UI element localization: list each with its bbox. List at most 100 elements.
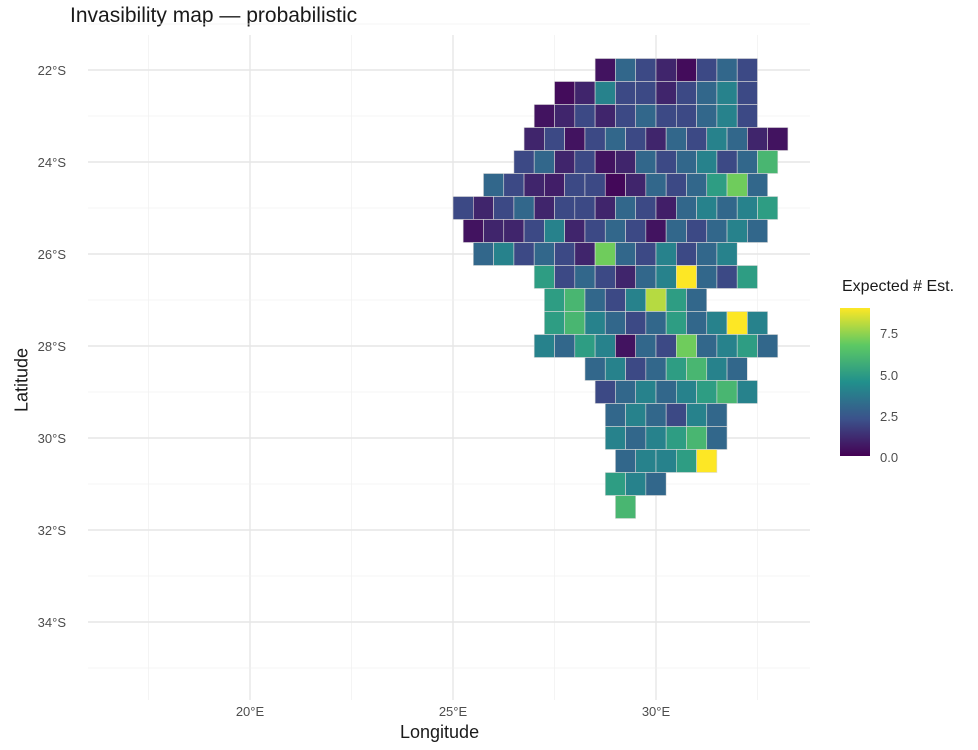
grid-cell bbox=[726, 311, 748, 335]
grid-cell bbox=[594, 380, 616, 404]
grid-cell bbox=[625, 288, 647, 312]
grid-cell bbox=[452, 196, 474, 220]
grid-cell bbox=[655, 81, 677, 105]
y-tick-label: 22°S bbox=[38, 63, 67, 78]
grid-cell bbox=[564, 173, 586, 197]
grid-cell bbox=[757, 150, 779, 174]
grid-cell bbox=[736, 380, 758, 404]
grid-cell bbox=[645, 403, 667, 427]
grid-cell bbox=[472, 242, 494, 266]
grid-cell bbox=[736, 265, 758, 289]
grid-cell bbox=[493, 242, 515, 266]
grid-cell bbox=[665, 127, 687, 151]
grid-cell bbox=[706, 426, 728, 450]
grid-cell bbox=[574, 196, 596, 220]
grid-cell bbox=[726, 219, 748, 243]
grid-cell bbox=[625, 127, 647, 151]
grid-cell bbox=[483, 219, 505, 243]
grid-cell bbox=[706, 173, 728, 197]
legend-title: Expected # Est. bbox=[842, 278, 955, 295]
grid-cell bbox=[604, 173, 626, 197]
grid-cell bbox=[706, 219, 728, 243]
legend-tick-2: 5.0 bbox=[880, 368, 899, 383]
grid-cell bbox=[736, 81, 758, 105]
grid-cell bbox=[675, 104, 697, 128]
grid-cell bbox=[675, 196, 697, 220]
grid-cell bbox=[645, 288, 667, 312]
grid-cell bbox=[533, 104, 555, 128]
grid-cell bbox=[584, 127, 606, 151]
grid-cell bbox=[635, 104, 657, 128]
grid-cell bbox=[665, 426, 687, 450]
grid-cell bbox=[554, 150, 576, 174]
grid-cell bbox=[615, 265, 637, 289]
grid-cell bbox=[625, 219, 647, 243]
grid-cell bbox=[645, 173, 667, 197]
grid-cell bbox=[635, 150, 657, 174]
grid-cell bbox=[594, 150, 616, 174]
grid-cell bbox=[604, 127, 626, 151]
grid-cell bbox=[533, 334, 555, 358]
grid-cell bbox=[584, 288, 606, 312]
grid-cell bbox=[635, 265, 657, 289]
grid-cell bbox=[544, 219, 565, 243]
grid-cell bbox=[544, 288, 565, 312]
grid-cell bbox=[564, 219, 586, 243]
grid-cell bbox=[574, 81, 596, 105]
grid-cell bbox=[564, 311, 586, 335]
grid-cell bbox=[615, 334, 637, 358]
y-axis-label: Latitude bbox=[11, 347, 32, 413]
grid-cell bbox=[757, 334, 779, 358]
grid-cell bbox=[716, 334, 738, 358]
grid-cell bbox=[625, 426, 647, 450]
grid-cell bbox=[716, 196, 738, 220]
grid-cell bbox=[706, 127, 728, 151]
grid-cell bbox=[544, 127, 565, 151]
grid-cell bbox=[716, 242, 738, 266]
grid-cell bbox=[696, 380, 718, 404]
grid-cell bbox=[604, 219, 626, 243]
grid-cell bbox=[696, 104, 718, 128]
grid-cell bbox=[665, 357, 687, 381]
grid-cell bbox=[696, 58, 718, 82]
grid-cell bbox=[615, 495, 637, 519]
grid-cell bbox=[645, 426, 667, 450]
grid-cell bbox=[584, 311, 606, 335]
grid-cell bbox=[736, 104, 758, 128]
grid-cell bbox=[483, 173, 505, 197]
grid-cell bbox=[604, 403, 626, 427]
grid-cell bbox=[747, 127, 768, 151]
grid-cell bbox=[615, 58, 637, 82]
grid-cell bbox=[462, 219, 484, 243]
grid-cell bbox=[574, 334, 596, 358]
grid-cell bbox=[523, 173, 545, 197]
grid-cell bbox=[665, 219, 687, 243]
grid-cell bbox=[544, 173, 565, 197]
grid-cell bbox=[513, 242, 535, 266]
grid-cell bbox=[635, 81, 657, 105]
grid-cell bbox=[736, 150, 758, 174]
grid-cell bbox=[604, 311, 626, 335]
grid-cell bbox=[726, 173, 748, 197]
grid-cell bbox=[604, 288, 626, 312]
legend-tick-3: 7.5 bbox=[880, 326, 899, 341]
grid-cell bbox=[747, 219, 768, 243]
grid-cell bbox=[594, 265, 616, 289]
grid-cell bbox=[513, 196, 535, 220]
x-tick-label: 20°E bbox=[236, 704, 265, 719]
grid-cell bbox=[655, 449, 677, 473]
grid-cell bbox=[686, 357, 708, 381]
grid-cell bbox=[584, 173, 606, 197]
grid-cell bbox=[655, 334, 677, 358]
y-tick-label: 30°S bbox=[38, 431, 67, 446]
grid-cell bbox=[554, 334, 576, 358]
grid-cell bbox=[625, 472, 647, 496]
grid-cell bbox=[594, 58, 616, 82]
grid-cell bbox=[635, 242, 657, 266]
grid-cell bbox=[675, 81, 697, 105]
grid-cell bbox=[706, 311, 728, 335]
grid-cell bbox=[615, 150, 637, 174]
grid-cell bbox=[736, 58, 758, 82]
grid-cell bbox=[574, 150, 596, 174]
